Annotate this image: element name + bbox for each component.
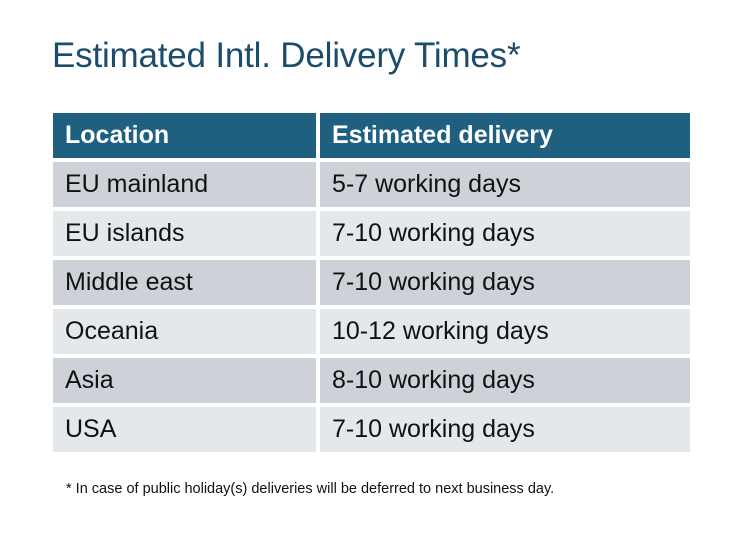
- table-row: Oceania 10-12 working days: [53, 309, 690, 354]
- location-cell: Oceania: [53, 309, 316, 354]
- delivery-cell: 8-10 working days: [320, 358, 690, 403]
- table-row: Middle east 7-10 working days: [53, 260, 690, 305]
- location-cell: Middle east: [53, 260, 316, 305]
- delivery-cell: 7-10 working days: [320, 407, 690, 452]
- location-cell: Asia: [53, 358, 316, 403]
- location-cell: EU mainland: [53, 162, 316, 207]
- table-row: EU islands 7-10 working days: [53, 211, 690, 256]
- footnote: * In case of public holiday(s) deliverie…: [66, 481, 555, 497]
- delivery-cell: 5-7 working days: [320, 162, 690, 207]
- delivery-cell: 10-12 working days: [320, 309, 690, 354]
- location-cell: EU islands: [53, 211, 316, 256]
- header-estimated-delivery: Estimated delivery: [320, 113, 690, 158]
- delivery-cell: 7-10 working days: [320, 260, 690, 305]
- table-header: Location Estimated delivery: [53, 113, 690, 158]
- table-row: Asia 8-10 working days: [53, 358, 690, 403]
- table-row: EU mainland 5-7 working days: [53, 162, 690, 207]
- delivery-table: Location Estimated delivery EU mainland …: [53, 113, 690, 456]
- delivery-cell: 7-10 working days: [320, 211, 690, 256]
- page-title: Estimated Intl. Delivery Times*: [52, 36, 521, 75]
- header-location: Location: [53, 113, 316, 158]
- table-row: USA 7-10 working days: [53, 407, 690, 452]
- location-cell: USA: [53, 407, 316, 452]
